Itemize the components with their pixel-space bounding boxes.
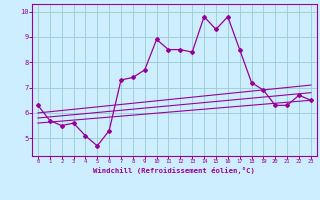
X-axis label: Windchill (Refroidissement éolien,°C): Windchill (Refroidissement éolien,°C) [93,167,255,174]
